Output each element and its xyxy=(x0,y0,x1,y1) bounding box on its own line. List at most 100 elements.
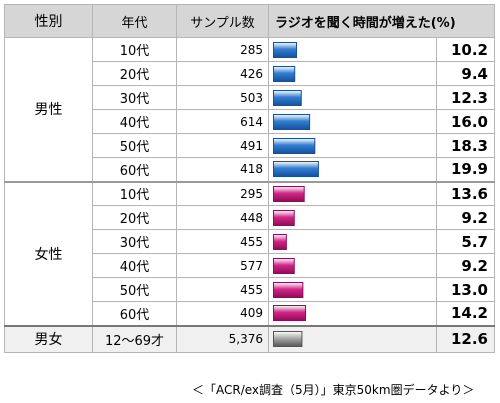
bar-cell xyxy=(268,253,437,278)
bar-cell xyxy=(268,109,437,134)
percent-label: 14.2 xyxy=(436,301,495,326)
sample-count-cell: 614 xyxy=(176,109,269,134)
sample-count-cell: 455 xyxy=(176,277,269,302)
bar-female-1-svg xyxy=(273,209,295,226)
age-cell: 20代 xyxy=(92,61,177,86)
table-row: 40代 614 16.0 xyxy=(5,109,495,134)
table-row: 30代 455 5.7 xyxy=(5,229,495,254)
header-metric: ラジオを聞く時間が増えた(%) xyxy=(268,4,495,38)
table-body: 男性 10代 285 10.2 20代 426 9.4 30代 503 12.3 40代 614 16.… xyxy=(4,37,495,353)
age-cell: 50代 xyxy=(92,277,177,302)
bar-cell xyxy=(268,277,437,302)
bar-male-5 xyxy=(273,161,319,178)
bar-male-4 xyxy=(273,137,316,154)
table-row: 50代 491 18.3 xyxy=(5,133,495,158)
age-cell: 30代 xyxy=(92,229,177,254)
radio-listening-table: 性別 年代 サンプル数 ラジオを聞く時間が増えた(%) 男性 10代 285 10.2… xyxy=(4,4,495,353)
bar-cell xyxy=(268,205,437,230)
bar-male-0 xyxy=(273,41,298,58)
table-row: 20代 426 9.4 xyxy=(5,61,495,86)
age-cell: 12〜69才 xyxy=(92,324,177,353)
percent-label: 9.2 xyxy=(436,253,495,278)
percent-label: 5.7 xyxy=(436,229,495,254)
bar-female-4-svg xyxy=(273,281,304,298)
header-age: 年代 xyxy=(92,4,177,38)
percent-label: 19.9 xyxy=(436,157,495,182)
bar-female-1 xyxy=(273,209,295,226)
percent-label: 18.3 xyxy=(436,133,495,158)
bar-female-4 xyxy=(273,281,304,298)
age-cell: 10代 xyxy=(92,180,177,206)
sample-count-cell: 285 xyxy=(176,37,269,62)
table-row: 60代 409 14.2 xyxy=(5,301,495,326)
bar-female-0 xyxy=(273,185,305,202)
sample-count-cell: 295 xyxy=(176,180,269,206)
bar-cell xyxy=(268,133,437,158)
bar-male-5-svg xyxy=(273,161,319,178)
percent-label: 10.2 xyxy=(436,37,495,62)
sample-count-cell: 409 xyxy=(176,301,269,326)
bar-female-0-svg xyxy=(273,185,305,202)
table-row: 20代 448 9.2 xyxy=(5,205,495,230)
age-cell: 60代 xyxy=(92,157,177,182)
bar-male-0-svg xyxy=(273,41,298,58)
bar-female-2 xyxy=(273,233,287,250)
age-cell: 50代 xyxy=(92,133,177,158)
age-cell: 40代 xyxy=(92,253,177,278)
gender-label-female: 女性 xyxy=(4,180,93,326)
gender-label-male: 男性 xyxy=(4,37,93,182)
bar-male-3 xyxy=(273,113,311,130)
sample-count-cell: 455 xyxy=(176,229,269,254)
percent-label: 13.0 xyxy=(436,277,495,302)
bar-female-5 xyxy=(273,305,307,322)
bar-male-2 xyxy=(273,89,302,106)
bar-female-3-svg xyxy=(273,257,295,274)
bar-female-2-svg xyxy=(273,233,287,250)
sample-count-cell: 426 xyxy=(176,61,269,86)
age-cell: 40代 xyxy=(92,109,177,134)
sample-count-cell: 5,376 xyxy=(176,324,269,353)
bar-male-3-svg xyxy=(273,113,311,130)
sample-count-cell: 448 xyxy=(176,205,269,230)
source-note: ＜「ACR/ex調査（5月）」東京50km圏データより＞ xyxy=(192,383,475,397)
percent-label: 16.0 xyxy=(436,109,495,134)
gender-label-all: 男女 xyxy=(4,324,93,353)
bar-cell xyxy=(268,180,437,206)
sample-count-cell: 418 xyxy=(176,157,269,182)
bar-male-2-svg xyxy=(273,89,302,106)
table-row: 50代 455 13.0 xyxy=(5,277,495,302)
bar-cell xyxy=(268,85,437,110)
bar-cell xyxy=(268,37,437,62)
bar-cell xyxy=(268,301,437,326)
header-row: 性別 年代 サンプル数 ラジオを聞く時間が増えた(%) xyxy=(4,4,495,38)
table-row: 男性 10代 285 10.2 xyxy=(4,37,495,182)
bar-cell xyxy=(268,61,437,86)
percent-label: 13.6 xyxy=(436,180,495,206)
bar-female-3 xyxy=(273,257,295,274)
bar-male-1-svg xyxy=(273,65,296,82)
header-gender: 性別 xyxy=(4,4,93,38)
table-row: 女性 10代 295 13.6 xyxy=(4,180,495,326)
sample-count-cell: 491 xyxy=(176,133,269,158)
table-row: 60代 418 19.9 xyxy=(5,157,495,182)
bar-cell xyxy=(268,157,437,182)
table-row: 30代 503 12.3 xyxy=(5,85,495,110)
bar-male-1 xyxy=(273,65,296,82)
bar-cell xyxy=(268,324,437,353)
bar-total-svg xyxy=(273,331,303,348)
header-samples: サンプル数 xyxy=(176,4,269,38)
percent-label: 9.4 xyxy=(436,61,495,86)
percent-label: 9.2 xyxy=(436,205,495,230)
total-row: 男女 12〜69才 5,376 12.6 xyxy=(4,324,495,353)
bar-cell xyxy=(268,229,437,254)
percent-label: 12.6 xyxy=(436,324,495,353)
sample-count-cell: 503 xyxy=(176,85,269,110)
age-cell: 20代 xyxy=(92,205,177,230)
age-cell: 10代 xyxy=(92,37,177,62)
age-cell: 30代 xyxy=(92,85,177,110)
percent-label: 12.3 xyxy=(436,85,495,110)
sample-count-cell: 577 xyxy=(176,253,269,278)
age-cell: 60代 xyxy=(92,301,177,326)
bar-female-5-svg xyxy=(273,305,307,322)
